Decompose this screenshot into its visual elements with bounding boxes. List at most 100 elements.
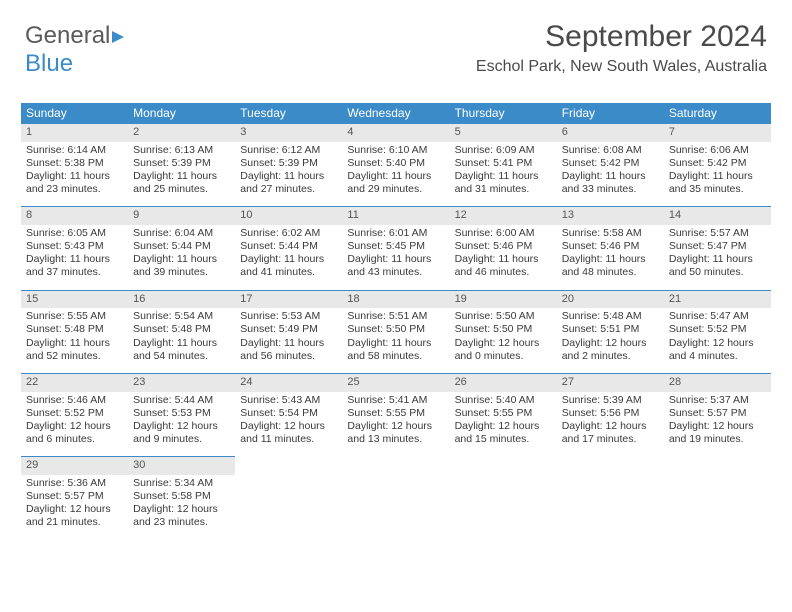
day-number: 12	[450, 207, 557, 225]
sunset-line: Sunset: 5:50 PM	[347, 323, 444, 336]
daylight-line: Daylight: 11 hours and 43 minutes.	[347, 253, 444, 279]
sunrise-line: Sunrise: 6:00 AM	[455, 227, 552, 240]
sunset-line: Sunset: 5:55 PM	[455, 407, 552, 420]
day-number: 7	[664, 124, 771, 142]
daylight-line: Daylight: 12 hours and 2 minutes.	[562, 337, 659, 363]
daylight-line: Daylight: 12 hours and 15 minutes.	[455, 420, 552, 446]
sunset-line: Sunset: 5:50 PM	[455, 323, 552, 336]
day-cell	[450, 456, 557, 533]
sunset-line: Sunset: 5:42 PM	[562, 157, 659, 170]
sunrise-line: Sunrise: 5:34 AM	[133, 477, 230, 490]
day-cell	[235, 456, 342, 533]
daylight-line: Daylight: 11 hours and 52 minutes.	[26, 337, 123, 363]
day-number: 9	[128, 207, 235, 225]
sunrise-line: Sunrise: 6:12 AM	[240, 144, 337, 157]
daylight-line: Daylight: 12 hours and 21 minutes.	[26, 503, 123, 529]
day-number: 25	[342, 374, 449, 392]
month-title: September 2024	[476, 20, 767, 54]
day-content: Sunrise: 5:41 AMSunset: 5:55 PMDaylight:…	[342, 392, 449, 451]
day-content: Sunrise: 5:53 AMSunset: 5:49 PMDaylight:…	[235, 308, 342, 367]
weekday-header-row: SundayMondayTuesdayWednesdayThursdayFrid…	[21, 103, 771, 123]
day-content: Sunrise: 6:01 AMSunset: 5:45 PMDaylight:…	[342, 225, 449, 284]
day-number: 17	[235, 291, 342, 309]
sunset-line: Sunset: 5:55 PM	[347, 407, 444, 420]
day-number: 21	[664, 291, 771, 309]
sunrise-line: Sunrise: 5:48 AM	[562, 310, 659, 323]
daylight-line: Daylight: 11 hours and 48 minutes.	[562, 253, 659, 279]
day-cell: 2Sunrise: 6:13 AMSunset: 5:39 PMDaylight…	[128, 123, 235, 200]
daylight-line: Daylight: 11 hours and 35 minutes.	[669, 170, 766, 196]
logo-text-2: Blue	[25, 50, 73, 77]
day-cell: 1Sunrise: 6:14 AMSunset: 5:38 PMDaylight…	[21, 123, 128, 200]
sunset-line: Sunset: 5:46 PM	[562, 240, 659, 253]
day-content: Sunrise: 6:06 AMSunset: 5:42 PMDaylight:…	[664, 142, 771, 201]
logo: General Blue	[25, 22, 124, 78]
day-cell: 5Sunrise: 6:09 AMSunset: 5:41 PMDaylight…	[450, 123, 557, 200]
sunset-line: Sunset: 5:52 PM	[26, 407, 123, 420]
day-content: Sunrise: 5:36 AMSunset: 5:57 PMDaylight:…	[21, 475, 128, 534]
sunrise-line: Sunrise: 5:39 AM	[562, 394, 659, 407]
day-cell: 9Sunrise: 6:04 AMSunset: 5:44 PMDaylight…	[128, 206, 235, 283]
day-content: Sunrise: 5:40 AMSunset: 5:55 PMDaylight:…	[450, 392, 557, 451]
day-content: Sunrise: 6:00 AMSunset: 5:46 PMDaylight:…	[450, 225, 557, 284]
sunrise-line: Sunrise: 5:43 AM	[240, 394, 337, 407]
day-content: Sunrise: 6:08 AMSunset: 5:42 PMDaylight:…	[557, 142, 664, 201]
sunrise-line: Sunrise: 5:47 AM	[669, 310, 766, 323]
sunset-line: Sunset: 5:57 PM	[669, 407, 766, 420]
sunset-line: Sunset: 5:47 PM	[669, 240, 766, 253]
day-cell: 17Sunrise: 5:53 AMSunset: 5:49 PMDayligh…	[235, 290, 342, 367]
sunrise-line: Sunrise: 5:57 AM	[669, 227, 766, 240]
day-content: Sunrise: 6:04 AMSunset: 5:44 PMDaylight:…	[128, 225, 235, 284]
sunrise-line: Sunrise: 6:10 AM	[347, 144, 444, 157]
day-cell	[342, 456, 449, 533]
daylight-line: Daylight: 11 hours and 58 minutes.	[347, 337, 444, 363]
sunset-line: Sunset: 5:38 PM	[26, 157, 123, 170]
sunset-line: Sunset: 5:57 PM	[26, 490, 123, 503]
day-cell: 29Sunrise: 5:36 AMSunset: 5:57 PMDayligh…	[21, 456, 128, 533]
sunrise-line: Sunrise: 6:01 AM	[347, 227, 444, 240]
sunset-line: Sunset: 5:58 PM	[133, 490, 230, 503]
day-number: 1	[21, 124, 128, 142]
day-cell: 3Sunrise: 6:12 AMSunset: 5:39 PMDaylight…	[235, 123, 342, 200]
daylight-line: Daylight: 11 hours and 46 minutes.	[455, 253, 552, 279]
daylight-line: Daylight: 11 hours and 50 minutes.	[669, 253, 766, 279]
day-content: Sunrise: 6:12 AMSunset: 5:39 PMDaylight:…	[235, 142, 342, 201]
sunrise-line: Sunrise: 6:04 AM	[133, 227, 230, 240]
logo-arrow-icon	[112, 31, 124, 43]
sunset-line: Sunset: 5:44 PM	[133, 240, 230, 253]
sunrise-line: Sunrise: 5:50 AM	[455, 310, 552, 323]
daylight-line: Daylight: 11 hours and 29 minutes.	[347, 170, 444, 196]
sunrise-line: Sunrise: 6:06 AM	[669, 144, 766, 157]
day-content: Sunrise: 6:02 AMSunset: 5:44 PMDaylight:…	[235, 225, 342, 284]
day-content: Sunrise: 5:43 AMSunset: 5:54 PMDaylight:…	[235, 392, 342, 451]
day-cell: 25Sunrise: 5:41 AMSunset: 5:55 PMDayligh…	[342, 373, 449, 450]
day-content: Sunrise: 5:37 AMSunset: 5:57 PMDaylight:…	[664, 392, 771, 451]
sunrise-line: Sunrise: 6:13 AM	[133, 144, 230, 157]
day-content: Sunrise: 5:57 AMSunset: 5:47 PMDaylight:…	[664, 225, 771, 284]
daylight-line: Daylight: 12 hours and 13 minutes.	[347, 420, 444, 446]
day-content: Sunrise: 5:58 AMSunset: 5:46 PMDaylight:…	[557, 225, 664, 284]
daylight-line: Daylight: 11 hours and 31 minutes.	[455, 170, 552, 196]
daylight-line: Daylight: 11 hours and 25 minutes.	[133, 170, 230, 196]
sunrise-line: Sunrise: 5:37 AM	[669, 394, 766, 407]
day-number: 15	[21, 291, 128, 309]
day-number: 8	[21, 207, 128, 225]
sunset-line: Sunset: 5:56 PM	[562, 407, 659, 420]
day-cell: 13Sunrise: 5:58 AMSunset: 5:46 PMDayligh…	[557, 206, 664, 283]
daylight-line: Daylight: 12 hours and 4 minutes.	[669, 337, 766, 363]
day-cell	[557, 456, 664, 533]
day-number: 16	[128, 291, 235, 309]
day-cell: 23Sunrise: 5:44 AMSunset: 5:53 PMDayligh…	[128, 373, 235, 450]
day-number: 3	[235, 124, 342, 142]
day-cell: 8Sunrise: 6:05 AMSunset: 5:43 PMDaylight…	[21, 206, 128, 283]
day-cell: 20Sunrise: 5:48 AMSunset: 5:51 PMDayligh…	[557, 290, 664, 367]
sunrise-line: Sunrise: 5:46 AM	[26, 394, 123, 407]
day-cell: 28Sunrise: 5:37 AMSunset: 5:57 PMDayligh…	[664, 373, 771, 450]
daylight-line: Daylight: 11 hours and 27 minutes.	[240, 170, 337, 196]
day-content: Sunrise: 5:50 AMSunset: 5:50 PMDaylight:…	[450, 308, 557, 367]
sunset-line: Sunset: 5:48 PM	[133, 323, 230, 336]
day-cell: 27Sunrise: 5:39 AMSunset: 5:56 PMDayligh…	[557, 373, 664, 450]
day-content: Sunrise: 5:44 AMSunset: 5:53 PMDaylight:…	[128, 392, 235, 451]
logo-text-1: General	[25, 22, 110, 49]
sunrise-line: Sunrise: 5:53 AM	[240, 310, 337, 323]
